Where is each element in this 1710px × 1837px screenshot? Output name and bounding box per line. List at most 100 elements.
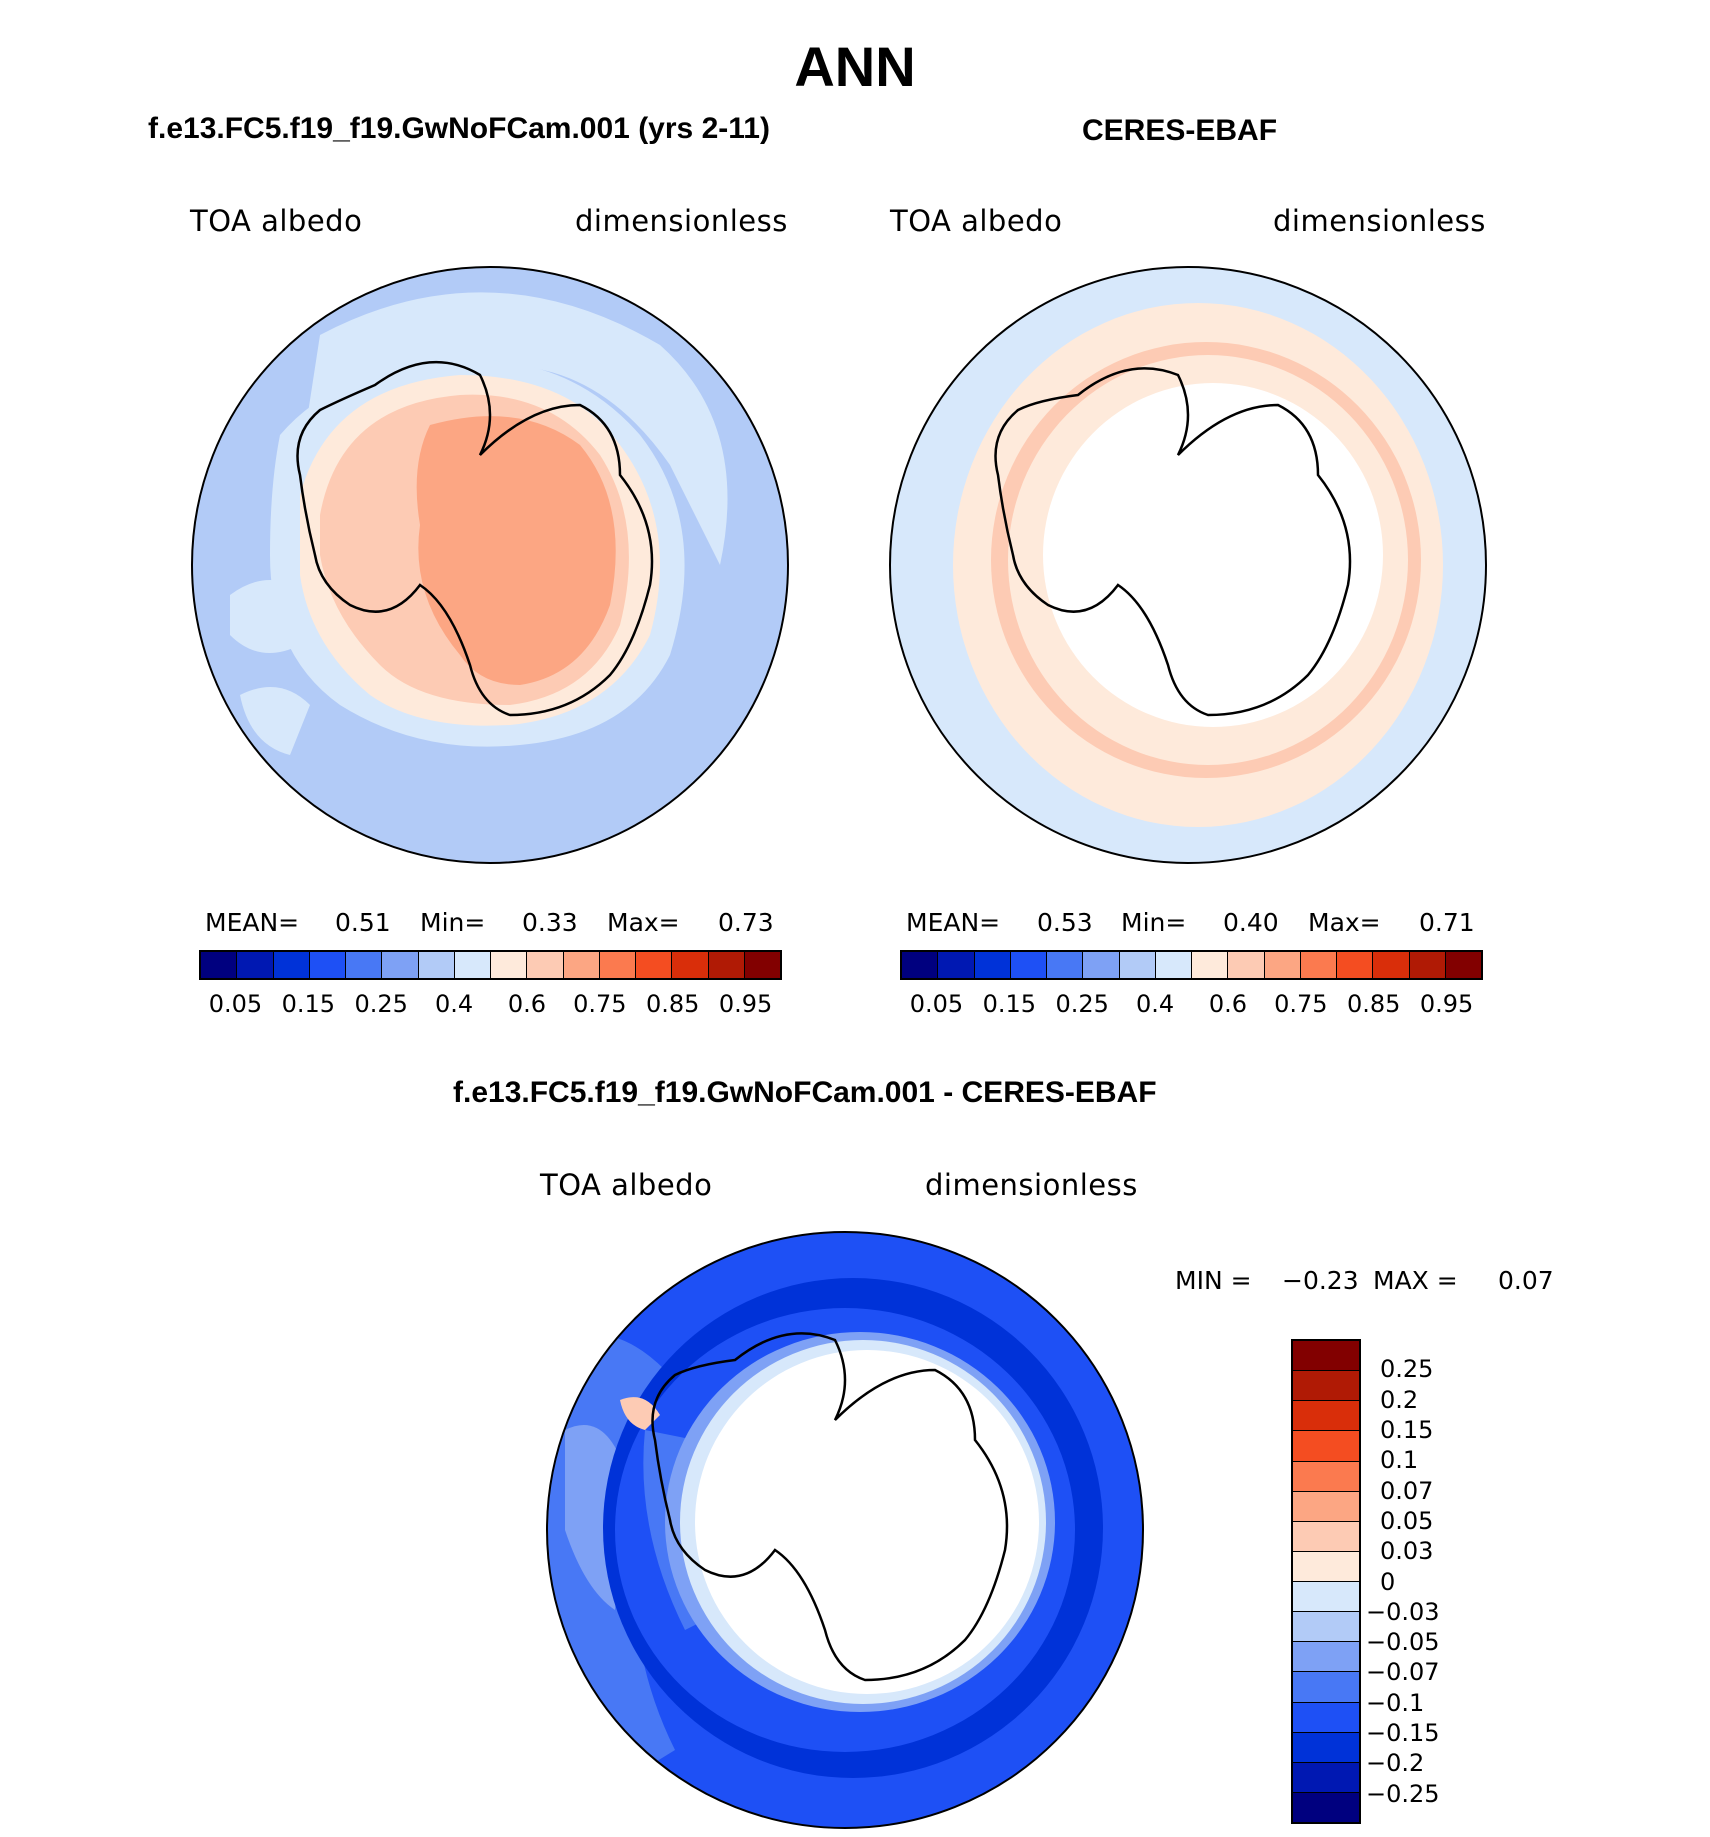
obs-max-value: 0.71 (1419, 908, 1475, 937)
colorbar-box (1293, 1642, 1359, 1673)
diff-colorbar (1291, 1339, 1361, 1824)
colorbar-box (309, 952, 346, 978)
colorbar-tick-label: −0.2 (1366, 1749, 1425, 1778)
obs-units-label: dimensionless (1273, 204, 1486, 238)
colorbar-tick-label: −0.15 (1366, 1719, 1440, 1748)
colorbar-tick-label: 0.07 (1380, 1476, 1434, 1505)
colorbar-box (902, 952, 939, 978)
colorbar-box (201, 952, 238, 978)
colorbar-tick-label: 0.85 (645, 990, 700, 1018)
colorbar-box (1293, 1612, 1359, 1643)
diff-units-label: dimensionless (925, 1168, 1138, 1202)
diff-max-label: MAX = (1373, 1266, 1458, 1295)
obs-variable-label: TOA albedo (890, 204, 1063, 238)
colorbar-tick-label: 0.15 (281, 990, 336, 1018)
model-min-value: 0.33 (522, 908, 578, 937)
colorbar-tick-label: 0.03 (1380, 1537, 1434, 1566)
colorbar-box (708, 952, 745, 978)
colorbar-box (1293, 1431, 1359, 1462)
colorbar-tick-label: 0.05 (1380, 1506, 1434, 1535)
obs-polar-map (889, 266, 1487, 864)
colorbar-tick-label: 0.4 (434, 990, 474, 1018)
colorbar-tick-label: 0.6 (1208, 990, 1248, 1018)
colorbar-tick-label: 0.15 (982, 990, 1037, 1018)
colorbar-box (1155, 952, 1192, 978)
colorbar-box (1293, 1521, 1359, 1552)
colorbar-box (237, 952, 274, 978)
colorbar-box (1293, 1732, 1359, 1763)
colorbar-box (1293, 1762, 1359, 1793)
model-max-label: Max= (607, 908, 680, 937)
colorbar-box (346, 952, 383, 978)
colorbar-tick-label: −0.05 (1366, 1628, 1440, 1657)
colorbar-box (1293, 1582, 1359, 1613)
colorbar-tick-label: 0.95 (1419, 990, 1474, 1018)
diff-max-value: 0.07 (1498, 1266, 1554, 1295)
colorbar-box (1300, 952, 1337, 978)
obs-colorbar-ticks: 0.05 0.15 0.25 0.4 0.6 0.75 0.85 0.95 (900, 990, 1483, 1020)
colorbar-box (527, 952, 564, 978)
colorbar-box (1264, 952, 1301, 978)
colorbar-box (273, 952, 310, 978)
colorbar-box (938, 952, 975, 978)
colorbar-tick-label: 0.85 (1346, 990, 1401, 1018)
colorbar-box (382, 952, 419, 978)
colorbar-tick-label: 0.25 (1380, 1355, 1434, 1384)
colorbar-box (1047, 952, 1084, 978)
obs-mean-value: 0.53 (1037, 908, 1093, 937)
colorbar-tick-label: −0.25 (1366, 1779, 1440, 1808)
colorbar-tick-label: 0.05 (909, 990, 964, 1018)
colorbar-tick-label: 0.4 (1135, 990, 1175, 1018)
colorbar-box (1373, 952, 1410, 978)
diff-polar-map (546, 1231, 1144, 1829)
colorbar-box (1337, 952, 1374, 978)
colorbar-box (563, 952, 600, 978)
obs-max-label: Max= (1308, 908, 1381, 937)
colorbar-tick-label: 0.75 (1274, 990, 1328, 1018)
obs-colorbar (900, 950, 1483, 980)
colorbar-box (491, 952, 528, 978)
colorbar-box (1293, 1702, 1359, 1733)
colorbar-box (599, 952, 636, 978)
colorbar-box (1010, 952, 1047, 978)
colorbar-tick-label: 0.2 (1380, 1385, 1419, 1414)
colorbar-box (418, 952, 455, 978)
model-colorbar-ticks: 0.05 0.15 0.25 0.4 0.6 0.75 0.85 0.95 (199, 990, 782, 1020)
model-units-label: dimensionless (575, 204, 788, 238)
colorbar-box (1293, 1341, 1359, 1372)
colorbar-box (1293, 1491, 1359, 1522)
model-polar-map (191, 266, 789, 864)
colorbar-box (1192, 952, 1229, 978)
colorbar-box (1228, 952, 1265, 978)
colorbar-tick-label: 0.6 (507, 990, 547, 1018)
colorbar-box (744, 952, 780, 978)
diff-panel-title: f.e13.FC5.f19_f19.GwNoFCam.001 - CERES-E… (453, 1076, 1157, 1109)
colorbar-box (1119, 952, 1156, 978)
diff-min-value: −0.23 (1282, 1266, 1359, 1295)
colorbar-tick-label: 0.75 (573, 990, 627, 1018)
colorbar-tick-label: 0.05 (208, 990, 263, 1018)
diff-colorbar-ticks: 0.25 0.2 0.15 0.1 0.07 0.05 0.03 0 −0.03 −0.05 −0.… (1366, 1339, 1486, 1824)
colorbar-box (636, 952, 673, 978)
model-mean-value: 0.51 (335, 908, 391, 937)
obs-panel-title: CERES-EBAF (1082, 114, 1278, 147)
colorbar-box (1083, 952, 1120, 978)
colorbar-box (1293, 1792, 1359, 1822)
model-variable-label: TOA albedo (190, 204, 363, 238)
colorbar-box (1409, 952, 1446, 978)
colorbar-tick-label: 0.95 (718, 990, 773, 1018)
model-colorbar (199, 950, 782, 980)
colorbar-tick-label: −0.1 (1366, 1688, 1425, 1717)
colorbar-box (974, 952, 1011, 978)
colorbar-tick-label: 0.1 (1380, 1446, 1419, 1475)
colorbar-tick-label: 0 (1380, 1567, 1396, 1596)
diff-variable-label: TOA albedo (540, 1168, 713, 1202)
diff-min-label: MIN = (1175, 1266, 1252, 1295)
obs-min-value: 0.40 (1223, 908, 1279, 937)
model-min-label: Min= (420, 908, 486, 937)
model-max-value: 0.73 (718, 908, 774, 937)
colorbar-tick-label: −0.07 (1366, 1658, 1440, 1687)
colorbar-box (1293, 1461, 1359, 1492)
obs-mean-label: MEAN= (906, 908, 1001, 937)
colorbar-box (672, 952, 709, 978)
